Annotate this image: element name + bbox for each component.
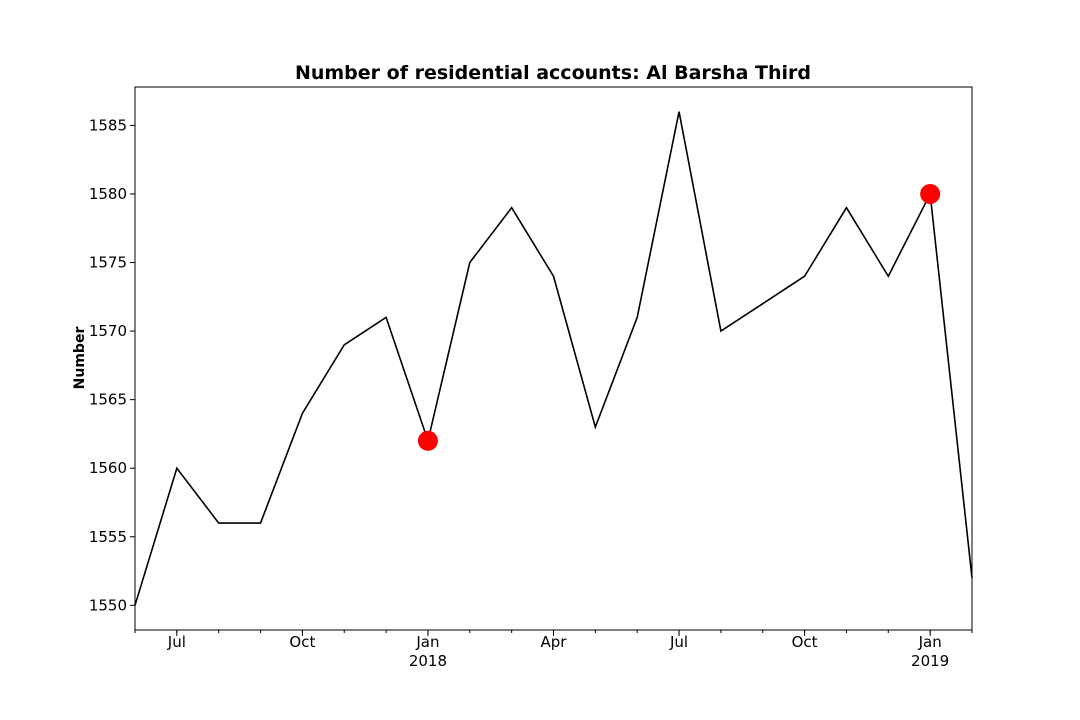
y-tick-label: 1550 — [89, 596, 127, 614]
chart-title: Number of residential accounts: Al Barsh… — [295, 62, 811, 84]
axis-ticks: 1550 1555 1560 1565 1570 1575 1580 1585 Jul Oct Ja… — [89, 116, 973, 670]
y-tick-label: 1580 — [89, 185, 127, 203]
series-line — [134, 111, 973, 606]
x-tick-label: Oct — [289, 633, 315, 651]
x-tick-label: Oct — [792, 633, 818, 651]
y-tick-label: 1570 — [89, 322, 127, 340]
series-lines — [134, 111, 973, 606]
x-tick-label: Jul — [167, 633, 186, 651]
y-tick-label: 1560 — [89, 459, 127, 477]
x-tick-label: Jul — [669, 633, 688, 651]
x-tick-label: Jan — [415, 633, 439, 651]
x-tick-label: Jan — [918, 633, 942, 651]
highlighted-point — [920, 183, 941, 204]
x-tick-label: Apr — [541, 633, 568, 651]
y-axis-label: Number — [72, 327, 88, 390]
x-tick-year-label: 2019 — [911, 652, 949, 670]
plot-frame — [134, 86, 973, 631]
y-tick-label: 1565 — [89, 391, 127, 409]
y-tick-label: 1585 — [89, 116, 127, 134]
x-tick-year-label: 2018 — [409, 652, 447, 670]
highlighted-points — [417, 183, 941, 451]
y-tick-label: 1555 — [89, 528, 127, 546]
highlighted-point — [417, 430, 438, 451]
y-tick-label: 1575 — [89, 254, 127, 272]
